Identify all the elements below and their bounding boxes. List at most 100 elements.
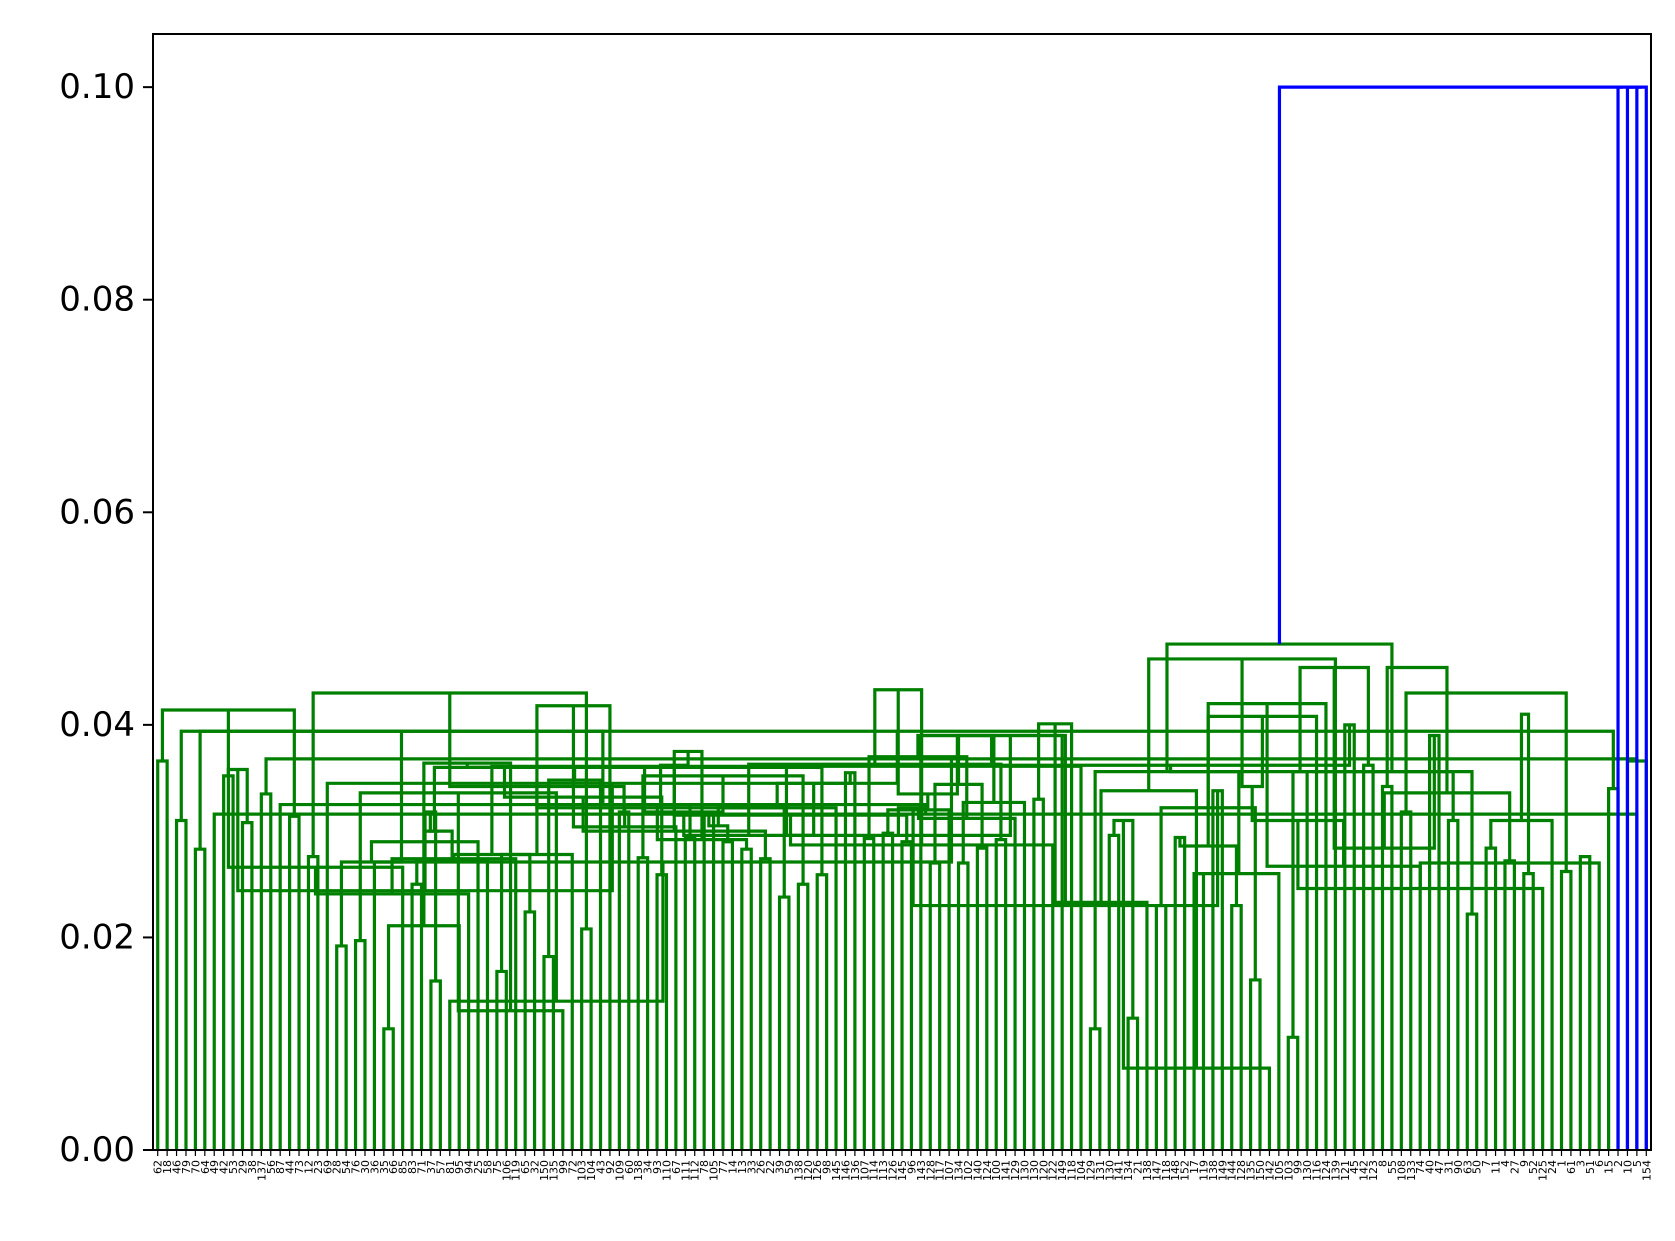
leaf-label-119: 105 (1273, 1160, 1286, 1181)
dendrogram-link-25 (410, 882, 424, 1150)
leaf-label-36: 75 (491, 1160, 504, 1174)
leaf-label-61: 14 (726, 1160, 739, 1174)
dendrogram-links (156, 85, 1648, 1150)
leaf-label-121: 99 (1292, 1160, 1305, 1174)
dendrogram-link-65 (655, 804, 749, 850)
dendrogram-link-100 (1126, 1016, 1140, 1150)
leaf-label-142: 11 (1490, 1160, 1503, 1174)
leaf-label-143: 4 (1499, 1160, 1512, 1167)
y-tick-label-4: 0.08 (59, 280, 135, 320)
leaf-label-114: 144 (1226, 1160, 1239, 1181)
dendrogram-link-69 (641, 774, 805, 885)
leaf-label-96: 149 (1056, 1160, 1069, 1181)
leaf-label-91: 129 (1009, 1160, 1022, 1181)
leaf-label-40: 32 (529, 1160, 542, 1174)
leaf-label-41: 150 (538, 1160, 551, 1181)
dendrogram-link-26 (429, 979, 442, 1150)
leaf-label-115: 128 (1235, 1160, 1248, 1181)
leaf-label-20: 54 (340, 1160, 353, 1174)
leaf-label-133: 133 (1405, 1160, 1418, 1181)
leaf-label-56: 111 (679, 1160, 692, 1181)
leaf-label-108: 148 (1169, 1160, 1182, 1181)
leaf-label-69: 120 (802, 1160, 815, 1181)
leaf-label-0: 62 (152, 1160, 165, 1174)
leaf-label-71: 98 (821, 1160, 834, 1174)
leaf-label-1: 18 (161, 1160, 174, 1174)
leaf-label-58: 78 (698, 1160, 711, 1174)
leaf-label-86: 102 (962, 1160, 975, 1181)
dendrogram-link-41 (580, 927, 593, 1150)
leaf-label-102: 141 (1113, 1160, 1126, 1181)
leaf-label-153: 6 (1593, 1160, 1606, 1167)
dendrogram-link-106 (1112, 818, 1135, 1019)
dendrogram-link-126 (1362, 763, 1375, 1150)
leaf-label-43: 99 (557, 1160, 570, 1174)
leaf-label-27: 83 (406, 1160, 419, 1174)
dendrogram-link-151 (1385, 665, 1449, 793)
dendrogram-link-79 (928, 861, 942, 1150)
leaf-label-51: 138 (632, 1160, 645, 1181)
leaf-label-66: 39 (774, 1160, 787, 1174)
leaf-label-13: 87 (274, 1160, 287, 1174)
y-tick-label-2: 0.04 (59, 705, 135, 745)
dendrogram-link-top-d (1277, 85, 1623, 645)
leaf-label-155: 2 (1612, 1160, 1625, 1167)
leaf-label-67: 59 (783, 1160, 796, 1174)
leaf-label-47: 43 (595, 1160, 608, 1174)
leaf-label-87: 140 (971, 1160, 984, 1181)
leaf-label-50: 60 (623, 1160, 636, 1174)
dendrogram-link-136 (1250, 786, 1346, 867)
leaf-label-8: 53 (227, 1160, 240, 1174)
dendrogram-link-59 (623, 802, 692, 839)
leaf-label-59: 105 (708, 1160, 721, 1181)
leaf-label-82: 128 (924, 1160, 937, 1181)
dendrogram-link-82 (975, 846, 989, 1150)
dendrogram-link-127 (1380, 784, 1394, 1150)
dendrogram-link-113 (1198, 872, 1281, 1150)
leaf-label-90: 141 (1000, 1160, 1013, 1181)
leaf-label-126: 121 (1339, 1160, 1352, 1181)
leaf-label-33: 94 (463, 1160, 476, 1174)
leaf-label-44: 72 (566, 1160, 579, 1174)
leaf-label-29: 37 (425, 1160, 438, 1174)
leaf-label-55: 67 (670, 1160, 683, 1174)
leaf-label-37: 106 (500, 1160, 513, 1181)
leaf-label-26: 85 (397, 1160, 410, 1174)
dendrogram-link-149 (1519, 712, 1531, 874)
y-tick-label-1: 0.02 (59, 917, 135, 957)
leaf-label-9: 29 (237, 1160, 250, 1174)
leaf-label-53: 93 (651, 1160, 664, 1174)
dendrogram-link-91 (747, 762, 1003, 840)
leaf-label-112: 138 (1207, 1160, 1220, 1181)
leaf-label-88: 124 (981, 1160, 994, 1181)
leaf-label-84: 107 (943, 1160, 956, 1181)
leaf-label-157: 5 (1631, 1160, 1644, 1167)
dendrogram-link-81 (956, 861, 970, 1150)
leaf-label-154: 15 (1603, 1160, 1616, 1174)
leaf-label-31: 81 (444, 1160, 457, 1174)
leaf-label-124: 124 (1320, 1160, 1333, 1181)
leaf-label-134: 74 (1414, 1160, 1427, 1174)
dendrogram-link-86 (916, 809, 1017, 1150)
leaf-label-141: 7 (1480, 1160, 1493, 1167)
leaf-label-28: 71 (416, 1160, 429, 1174)
dendrogram-link-43 (428, 812, 439, 833)
leaf-label-54: 110 (660, 1160, 673, 1181)
leaf-label-64: 26 (755, 1160, 768, 1174)
leaf-label-30: 57 (434, 1160, 447, 1174)
plot-frame (152, 33, 1652, 1151)
leaf-label-92: 130 (1018, 1160, 1031, 1181)
leaf-label-52: 34 (642, 1160, 655, 1174)
leaf-label-101: 130 (1103, 1160, 1116, 1181)
dendrogram-link-95 (1037, 722, 1074, 1150)
leaf-label-17: 23 (312, 1160, 325, 1174)
leaf-label-73: 146 (839, 1160, 852, 1181)
leaf-label-18: 69 (321, 1160, 334, 1174)
dendrogram-link-137 (1484, 846, 1498, 1150)
leaf-label-104: 21 (1132, 1160, 1145, 1174)
dendrogram-link-66 (581, 797, 767, 859)
leaf-label-149: 1 (1555, 1160, 1568, 1167)
leaf-label-46: 104 (585, 1160, 598, 1181)
leaf-label-120: 103 (1282, 1160, 1295, 1181)
dendrogram-link-108 (1211, 789, 1224, 1150)
